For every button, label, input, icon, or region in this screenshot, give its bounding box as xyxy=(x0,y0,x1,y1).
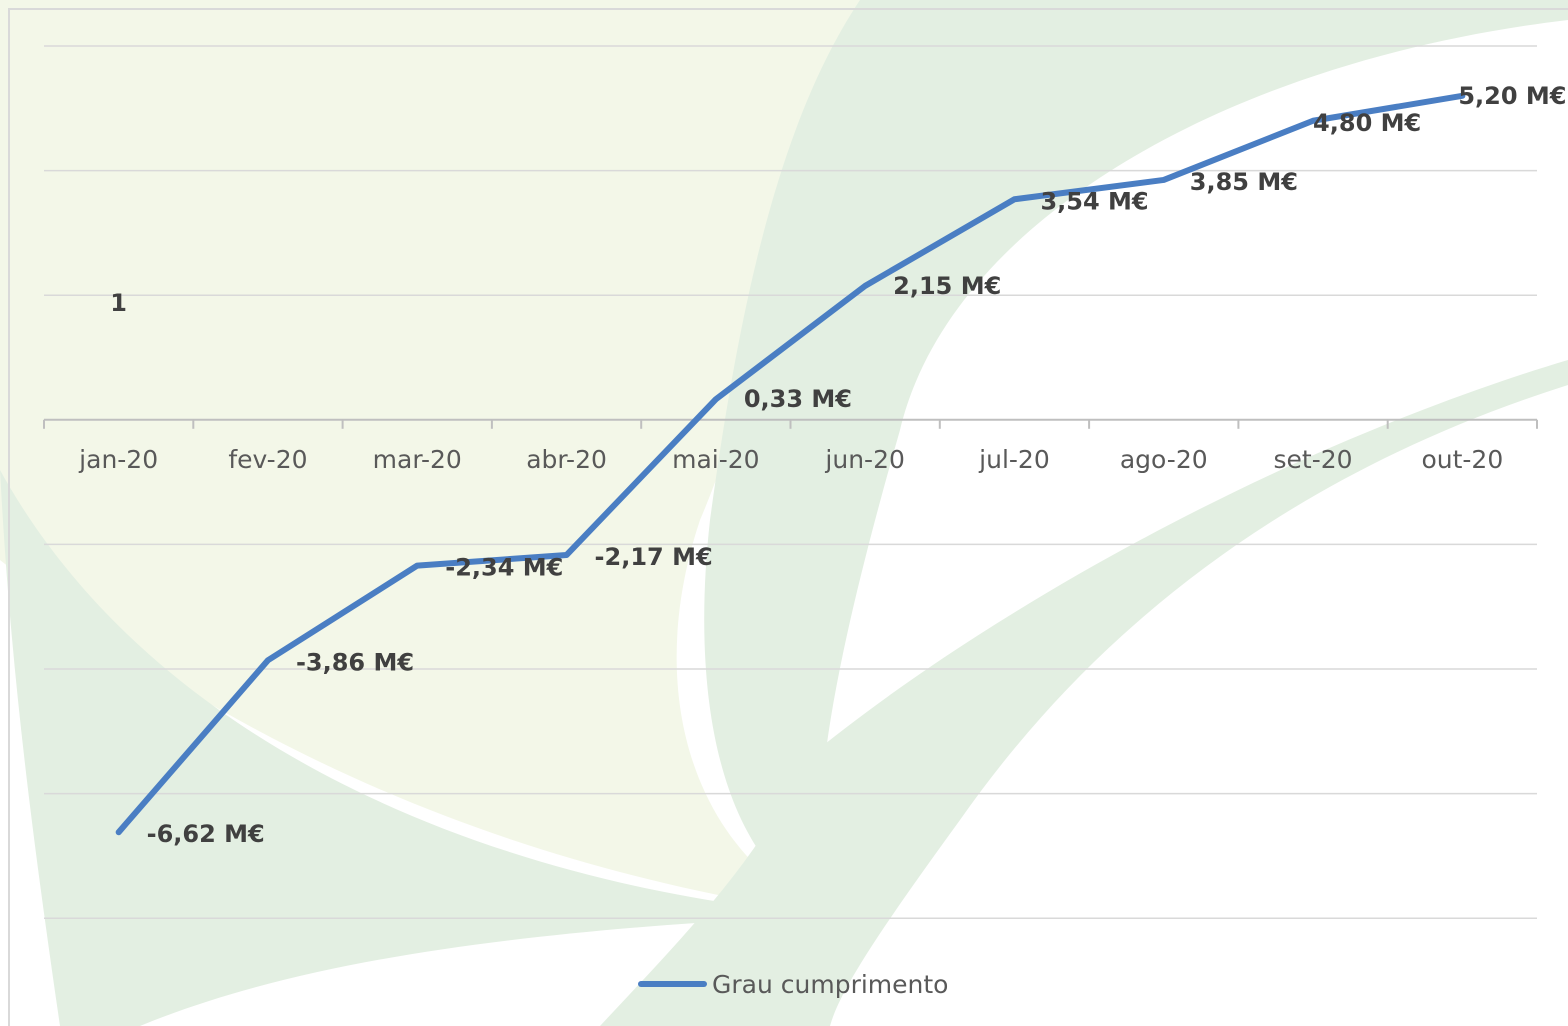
tick-label: jun-20 xyxy=(824,445,904,474)
legend: Grau cumprimento xyxy=(638,970,948,999)
tick-label: jan-20 xyxy=(78,445,158,474)
data-label: -6,62 M€ xyxy=(147,820,265,848)
data-label: 2,15 M€ xyxy=(893,272,1001,300)
tick-label: set-20 xyxy=(1274,445,1353,474)
tick-label: fev-20 xyxy=(228,445,307,474)
bg-green-leaf-left xyxy=(0,470,830,1026)
tick-label: mai-20 xyxy=(672,445,759,474)
data-label: -3,86 M€ xyxy=(296,648,414,676)
bg-green-leaf-center xyxy=(704,0,1568,915)
stray-label: 1 xyxy=(110,289,127,317)
bg-green-leaf-right xyxy=(600,360,1568,1026)
data-label: 5,20 M€ xyxy=(1458,82,1566,110)
data-labels: -6,62 M€ -3,86 M€ -2,34 M€ -2,17 M€ 0,33 M€ 2… xyxy=(147,82,1567,848)
data-label: 3,54 M€ xyxy=(1040,187,1148,215)
tick-label: out-20 xyxy=(1421,445,1503,474)
tick-label: ago-20 xyxy=(1120,445,1208,474)
legend-label: Grau cumprimento xyxy=(712,970,948,999)
tick-label: jul-20 xyxy=(978,445,1050,474)
category-axis: jan-20 fev-20 mar-20 abr-20 mai-20 jun-20 jul-… xyxy=(43,418,1538,474)
data-label: 0,33 M€ xyxy=(744,385,852,413)
tick-label: abr-20 xyxy=(526,445,607,474)
bg-light-shape xyxy=(0,0,860,915)
gridlines xyxy=(44,45,1537,919)
series-line-path xyxy=(115,92,1466,836)
data-label: 3,85 M€ xyxy=(1190,168,1298,196)
data-label: 4,80 M€ xyxy=(1313,109,1421,137)
data-label: -2,34 M€ xyxy=(445,554,563,582)
data-label: -2,17 M€ xyxy=(595,543,713,571)
series-line xyxy=(115,92,1466,836)
chart-border xyxy=(8,8,1568,1026)
tick-label: mar-20 xyxy=(373,445,462,474)
